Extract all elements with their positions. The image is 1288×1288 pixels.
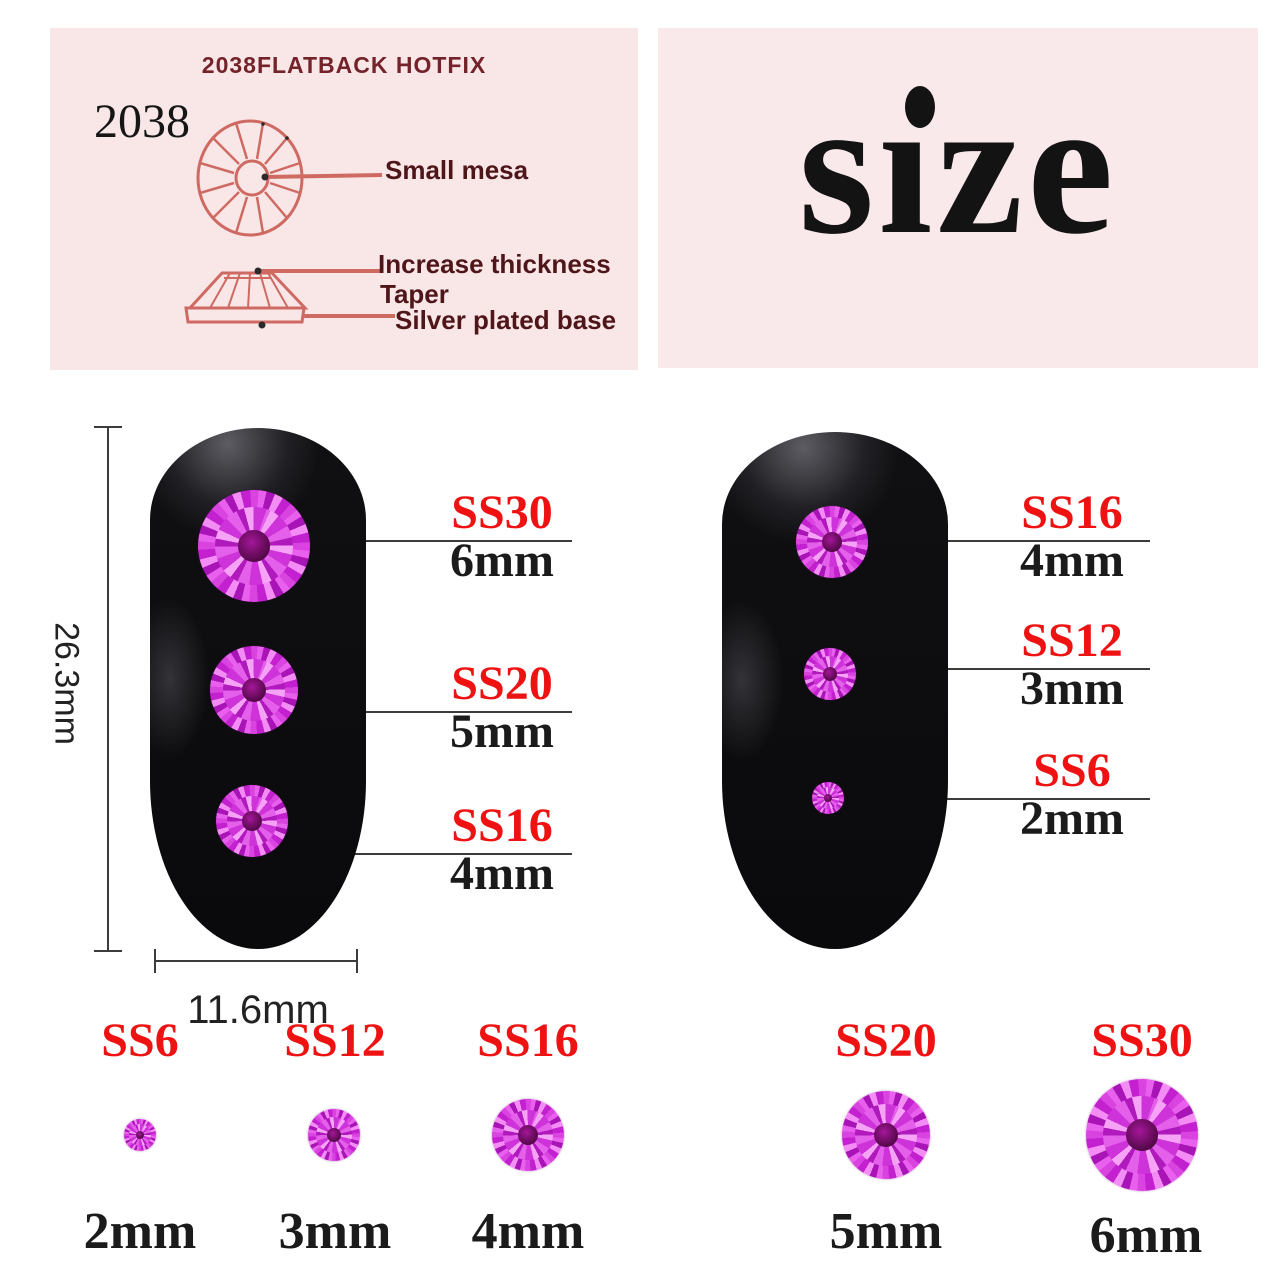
letter-i-dot	[905, 86, 935, 128]
chart-label-ss20: SS20	[835, 1014, 937, 1067]
callout-ss16-left-mm: 4mm	[450, 847, 554, 900]
silver-plated-base-label: Silver plated base	[395, 305, 617, 335]
leader-line-ss30	[340, 540, 572, 542]
width-dimension-right-cap	[356, 949, 358, 973]
chart-label-ss12: SS12	[284, 1014, 386, 1067]
chart-stone-ss12	[308, 1109, 360, 1161]
leader-line-ss12	[898, 668, 1150, 670]
leader-line-ss20	[335, 711, 572, 713]
chart-stone-ss30	[1086, 1079, 1198, 1191]
rhinestone-ss12-right-nail	[804, 648, 856, 700]
chart-stone-ss20	[842, 1091, 930, 1179]
callout-ss30-mm: 6mm	[450, 534, 554, 587]
rhinestone-ss16-left-nail	[216, 785, 288, 857]
size-heading-panel: sıze	[658, 28, 1258, 368]
callout-ss12-mm: 3mm	[1020, 662, 1124, 715]
spec-panel-title: 2038FLATBACK HOTFIX	[201, 52, 487, 78]
callout-ss6: SS6	[1033, 744, 1111, 797]
rhinestone-ss30-left-nail	[198, 490, 310, 602]
rhinestone-ss6-right-nail	[812, 782, 844, 814]
chart-size-3mm: 3mm	[278, 1203, 392, 1260]
size-heading: sıze	[658, 70, 1258, 265]
width-dimension-line	[154, 960, 358, 962]
callout-ss12: SS12	[1021, 614, 1123, 667]
size-letter-s: s	[798, 59, 879, 275]
size-letter-i-dotless: ı	[878, 59, 937, 275]
callout-ss16-right: SS16	[1021, 486, 1123, 539]
height-dimension-line	[107, 427, 109, 951]
small-mesa-label: Small mesa	[385, 155, 529, 185]
chart-size-2mm: 2mm	[83, 1203, 197, 1260]
callout-ss16-right-mm: 4mm	[1020, 534, 1124, 587]
callout-ss20-mm: 5mm	[450, 705, 554, 758]
chart-label-ss16: SS16	[477, 1014, 579, 1067]
leader-line-ss16-left	[325, 853, 572, 855]
chart-size-4mm: 4mm	[471, 1203, 585, 1260]
leader-line-ss6	[880, 798, 1150, 800]
nail-height-value: 26.3mm	[47, 622, 86, 745]
height-dimension-bottom-cap	[94, 950, 122, 952]
callout-ss30: SS30	[451, 486, 553, 539]
chart-label-ss30: SS30	[1091, 1014, 1193, 1067]
leader-line-ss16-right	[900, 540, 1150, 542]
chart-size-6mm: 6mm	[1089, 1207, 1203, 1264]
size-letters-ze: ze	[936, 59, 1118, 275]
width-dimension-left-cap	[154, 949, 156, 973]
height-dimension-top-cap	[94, 426, 122, 428]
chart-stone-ss6	[124, 1119, 156, 1151]
rhinestone-ss20-left-nail	[210, 646, 298, 734]
callout-ss20: SS20	[451, 657, 553, 710]
spec-panel: 2038FLATBACK HOTFIX 2038	[50, 28, 638, 370]
chart-stone-ss16	[492, 1099, 564, 1171]
chart-size-5mm: 5mm	[829, 1203, 943, 1260]
increase-thickness-label: Increase thickness	[378, 249, 611, 279]
callout-ss6-mm: 2mm	[1020, 792, 1124, 845]
chart-label-ss6: SS6	[101, 1014, 179, 1067]
rhinestone-ss16-right-nail	[796, 506, 868, 578]
model-number: 2038	[94, 95, 190, 148]
nail-width-value: 11.6mm	[187, 988, 329, 1032]
rhinestone-technical-diagram	[184, 119, 395, 329]
callout-ss16-left: SS16	[451, 799, 553, 852]
taper-label: Taper	[380, 279, 449, 309]
